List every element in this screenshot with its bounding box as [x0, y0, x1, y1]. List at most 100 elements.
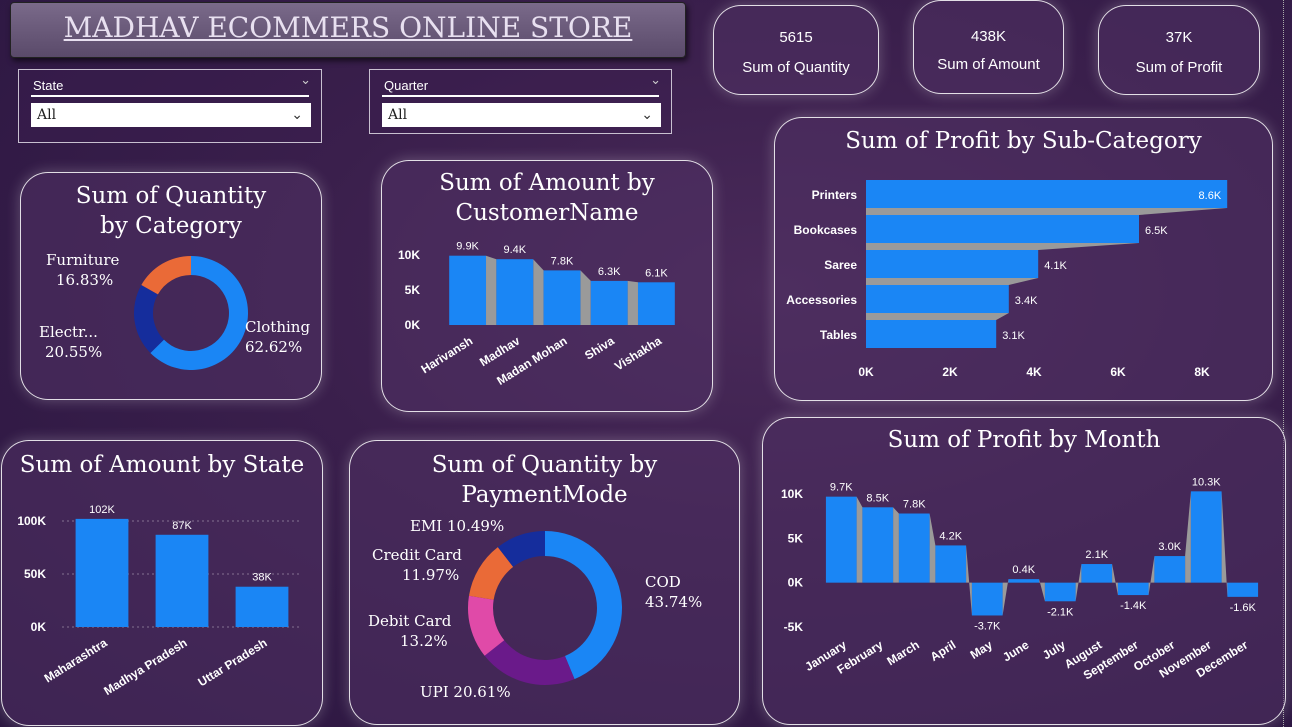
bar-chart-subcategory[interactable]: 0K 2K 4K 6K 8K8.6KPrinters6.5KBookcases4.1KS… — [775, 118, 1272, 400]
x-tick-label: 4K — [1026, 365, 1042, 379]
dashboard-title-bar: MADHAV ECOMMERS ONLINE STORE — [10, 2, 686, 58]
data-label: 7.8K — [903, 499, 926, 511]
donut-slice — [468, 547, 514, 600]
state-slicer[interactable]: State ⌄ All ⌄ — [18, 69, 322, 143]
slice-percent: 11.97% — [402, 566, 459, 584]
y-tick-label: Saree — [824, 258, 857, 272]
bar — [898, 513, 930, 583]
y-tick-label: Tables — [820, 328, 857, 342]
x-tick-label: March — [884, 638, 921, 669]
bar — [637, 282, 675, 325]
slicer-underline — [382, 95, 659, 97]
slice-percent: 20.55% — [45, 343, 102, 361]
ribbon — [966, 545, 972, 616]
ribbon — [1221, 491, 1228, 597]
data-label: -3.7K — [974, 620, 1001, 632]
bar — [449, 255, 487, 325]
bar — [235, 586, 289, 627]
quarter-slicer[interactable]: Quarter ⌄ All ⌄ — [369, 69, 672, 134]
x-tick-label: Shiva — [582, 333, 617, 362]
donut-slice — [141, 256, 191, 295]
data-label: 4.1K — [1044, 260, 1067, 272]
data-label: 9.9K — [456, 241, 479, 253]
data-label: 4.2K — [939, 530, 962, 542]
slicer-underline — [31, 95, 309, 97]
data-label: 10.3K — [1192, 476, 1221, 488]
ribbon — [533, 259, 544, 325]
state-dropdown[interactable]: All ⌄ — [31, 103, 311, 127]
bar — [1154, 556, 1186, 583]
data-label: -1.6K — [1230, 602, 1257, 614]
bar-chart-state[interactable]: 0K 50K 100K 102K Maharashtra 87K Madhya Prades… — [2, 441, 322, 725]
ribbon — [856, 496, 863, 583]
x-tick-label: Vishakha — [612, 334, 664, 374]
x-tick-label: 0K — [858, 365, 874, 379]
bar — [1227, 582, 1259, 597]
bar — [1008, 579, 1040, 583]
ribbon — [866, 278, 1039, 285]
x-tick-label: June — [1000, 638, 1031, 665]
data-label: 3.1K — [1002, 330, 1025, 342]
bar-chart-customer[interactable]: 0K5K10K9.9KHarivansh9.4KMadhav7.8KMadan … — [382, 161, 712, 411]
bar — [496, 259, 534, 325]
data-label: 3.0K — [1158, 541, 1181, 553]
slicer-label: Quarter — [384, 78, 429, 93]
y-tick-label: Printers — [812, 188, 858, 202]
kpi-card-quantity: 5615 Sum of Quantity — [713, 5, 879, 95]
quarter-dropdown[interactable]: All ⌄ — [382, 103, 661, 127]
kpi-label: Sum of Amount — [937, 56, 1040, 73]
ribbon — [580, 270, 591, 325]
bar — [866, 215, 1139, 243]
bar — [1081, 564, 1113, 583]
kpi-label: Sum of Profit — [1135, 59, 1223, 76]
card-amount-by-customer: Sum of Amount by CustomerName 0K 5K 10K 9.9… — [381, 160, 713, 412]
chevron-down-icon[interactable]: ⌄ — [291, 107, 303, 123]
chevron-down-icon[interactable]: ⌄ — [650, 72, 661, 87]
x-tick-label: April — [928, 638, 959, 664]
x-tick-label: 6K — [1110, 365, 1126, 379]
dropdown-value: All — [37, 107, 57, 123]
chevron-down-icon[interactable]: ⌄ — [641, 107, 653, 123]
bar — [866, 250, 1039, 278]
data-label: 9.4K — [503, 244, 526, 256]
donut-chart-paymentmode[interactable]: COD 43.74% UPI 20.61% Debit Card 13.2% Credit… — [350, 441, 739, 724]
donut-slice — [134, 285, 164, 354]
x-tick-label: Maharashtra — [42, 636, 110, 686]
data-label: 9.7K — [830, 482, 853, 494]
y-tick-label: 10K — [781, 487, 803, 501]
bar — [971, 582, 1003, 616]
kpi-card-amount: 438K Sum of Amount — [913, 0, 1064, 94]
bar — [935, 545, 967, 583]
ribbon — [929, 513, 936, 583]
donut-chart-category[interactable]: Clothing 62.62% Electr... 20.55% Furniture 16… — [21, 173, 321, 399]
data-label: 38K — [252, 572, 272, 584]
chevron-down-icon[interactable]: ⌄ — [300, 72, 311, 87]
bar — [866, 285, 1009, 313]
card-profit-by-subcategory: Sum of Profit by Sub-Category 0K 2K 4K 6K 8K… — [774, 117, 1273, 401]
donut-slice — [484, 640, 575, 685]
ribbon — [866, 208, 1228, 215]
data-label: 102K — [89, 504, 115, 516]
kpi-label: Sum of Quantity — [742, 59, 850, 76]
card-qty-by-category: Sum of Quantity by Category Clothing 62.6… — [20, 172, 322, 400]
y-tick-label: -5K — [784, 620, 804, 634]
dropdown-value: All — [388, 107, 408, 123]
chart-title: Sum of Amount by State — [19, 452, 305, 478]
page-title: MADHAV ECOMMERS ONLINE STORE — [63, 11, 633, 44]
bar — [1190, 491, 1222, 583]
ribbon — [1075, 564, 1082, 602]
chart-title: Sum of Quantity by PaymentMode — [431, 452, 658, 508]
x-tick-label: May — [968, 637, 995, 661]
slice-name: Electr... — [39, 323, 98, 341]
chart-title: Sum of Profit by Sub-Category — [845, 128, 1202, 154]
card-profit-by-month: Sum of Profit by Month -5K 0K 5K 10K 9.7K Jan… — [762, 417, 1286, 725]
kpi-value: 37K — [1165, 29, 1193, 46]
bar — [825, 496, 857, 583]
slice-percent: 13.2% — [400, 632, 448, 650]
bar — [1044, 582, 1076, 602]
donut-slice — [545, 531, 622, 680]
page-edge — [1283, 0, 1284, 727]
data-label: -2.1K — [1047, 606, 1074, 618]
donut-slice — [468, 595, 505, 656]
